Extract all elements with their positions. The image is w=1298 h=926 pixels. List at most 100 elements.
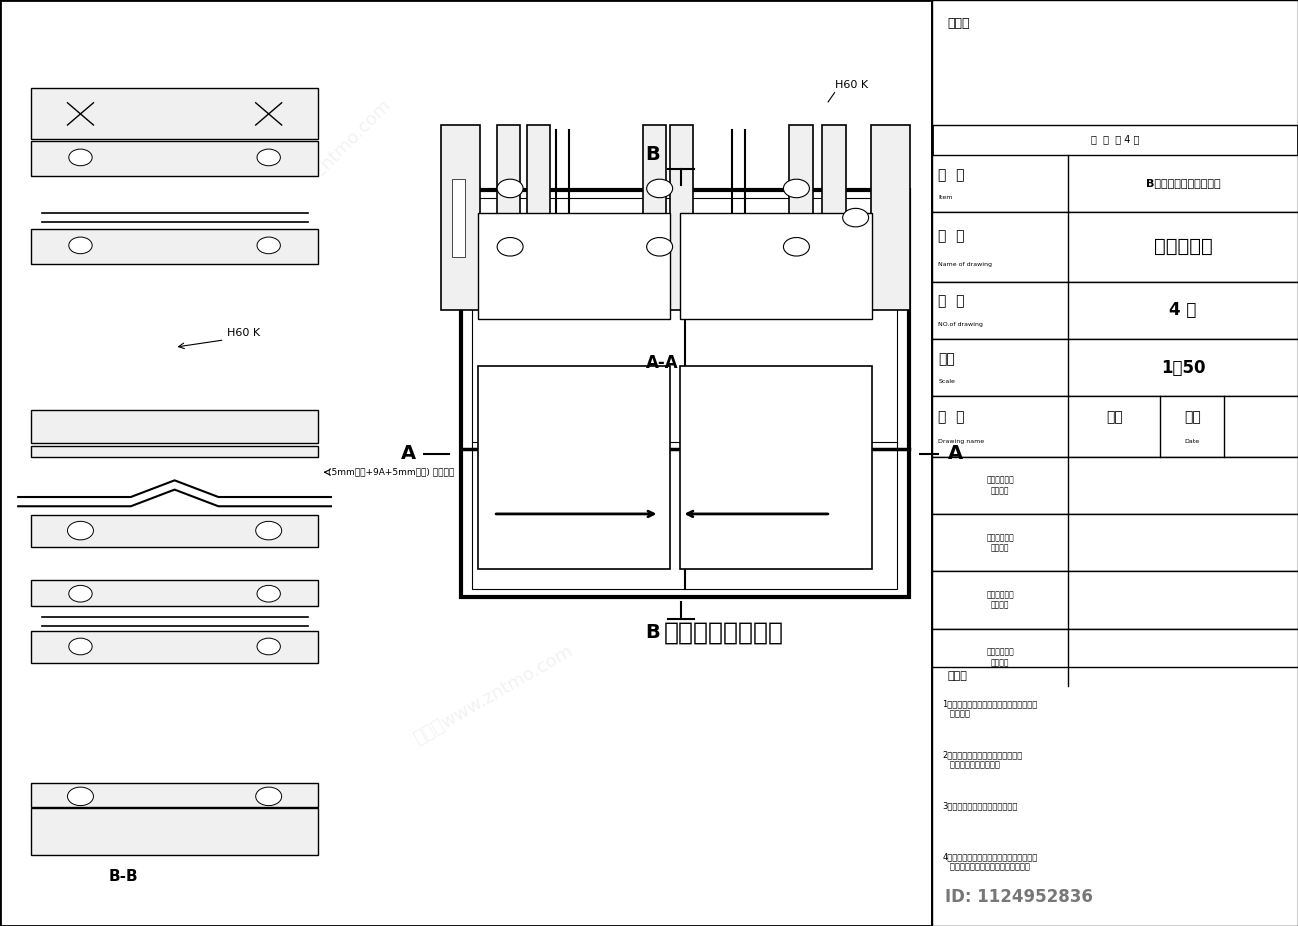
Text: Scale: Scale [938, 380, 955, 384]
Text: 共  页  第 4 页: 共 页 第 4 页 [1090, 134, 1140, 144]
Text: 敬告：: 敬告： [948, 671, 967, 682]
Bar [932, 212, 1298, 282]
Bar [932, 457, 1298, 514]
Text: A: A [401, 444, 417, 463]
Circle shape [784, 237, 810, 256]
Circle shape [69, 237, 92, 254]
Text: 4 号: 4 号 [1169, 301, 1197, 319]
Bar [932, 282, 1298, 339]
Text: Name of drawing: Name of drawing [938, 262, 993, 267]
Text: Item: Item [938, 195, 953, 200]
Text: 4、本图之版权属重庆市永川区神宇门窗厂
   所有，未经本授权不得转让第三方。: 4、本图之版权属重庆市永川区神宇门窗厂 所有，未经本授权不得转让第三方。 [942, 852, 1037, 871]
Text: 图  别: 图 别 [938, 410, 964, 424]
Text: 1：50: 1：50 [1160, 358, 1206, 377]
Text: NO.of drawing: NO.of drawing [938, 322, 984, 327]
Circle shape [257, 638, 280, 655]
Bar [680, 213, 872, 319]
Text: 施工单位签字
（盖章）: 施工单位签字 （盖章） [986, 591, 1014, 609]
Text: 知天网www.zntmo.com: 知天网www.zntmo.com [254, 96, 395, 237]
Circle shape [646, 237, 672, 256]
Circle shape [256, 787, 282, 806]
Text: B-B: B-B [109, 869, 138, 883]
Text: 建施: 建施 [1106, 410, 1123, 424]
Bar [497, 125, 520, 310]
Bar [932, 0, 1298, 125]
Bar [31, 141, 318, 176]
Bar [439, 120, 912, 315]
Bar [871, 125, 910, 310]
Text: 备注：: 备注： [948, 17, 970, 30]
Bar [478, 213, 670, 319]
Circle shape [69, 585, 92, 602]
Circle shape [257, 237, 280, 254]
Text: A: A [948, 444, 963, 463]
Bar [29, 83, 321, 857]
Circle shape [69, 149, 92, 166]
Text: 上固推拉窗节点图: 上固推拉窗节点图 [663, 620, 784, 644]
Circle shape [646, 180, 672, 198]
Text: 图  号: 图 号 [938, 294, 964, 308]
Text: 比例: 比例 [938, 352, 955, 366]
Bar [31, 515, 318, 547]
Text: 门窗节点图: 门窗节点图 [1154, 237, 1212, 257]
Bar [441, 125, 480, 310]
Text: 监理单位签字
（盖章）: 监理单位签字 （盖章） [986, 533, 1014, 552]
Text: A-A: A-A [645, 354, 679, 371]
Bar [31, 229, 318, 264]
Text: 建设单位签字
（盖章）: 建设单位签字 （盖章） [986, 648, 1014, 667]
Bar [0, 0, 932, 926]
Text: H60 K: H60 K [835, 80, 868, 90]
Bar [789, 125, 813, 310]
Text: 3、须经上面高版才可下发版本。: 3、须经上面高版才可下发版本。 [942, 801, 1018, 810]
Bar [527, 125, 550, 310]
Bar [461, 190, 909, 597]
Bar [932, 155, 1298, 212]
Bar [823, 125, 846, 310]
Bar [680, 366, 872, 569]
Bar [932, 667, 1298, 926]
Text: Drawing name: Drawing name [938, 439, 985, 444]
Text: 知天网www.zntmo.com: 知天网www.zntmo.com [628, 213, 800, 306]
Bar [643, 125, 666, 310]
Circle shape [842, 208, 868, 227]
Text: 2、本套图必需签署批准并加盖公章
   方可付实施施工之用。: 2、本套图必需签署批准并加盖公章 方可付实施施工之用。 [942, 750, 1023, 770]
Text: Date: Date [1185, 439, 1199, 444]
Text: B: B [645, 623, 661, 642]
Bar [478, 366, 670, 569]
Text: B: B [645, 145, 661, 164]
Bar [31, 445, 318, 457]
Text: 项  目: 项 目 [938, 168, 964, 181]
Circle shape [497, 237, 523, 256]
Circle shape [256, 521, 282, 540]
Circle shape [67, 787, 93, 806]
Bar [452, 179, 465, 257]
Text: ID: 1124952836: ID: 1124952836 [945, 888, 1093, 906]
Bar [31, 631, 318, 663]
Text: (5mm透明+9A+5mm透明) 中空玻璃: (5mm透明+9A+5mm透明) 中空玻璃 [328, 468, 454, 477]
Bar [932, 339, 1298, 396]
Text: 1、本图尺寸以图上标注为准，不得以比例
   尺度量。: 1、本图尺寸以图上标注为准，不得以比例 尺度量。 [942, 699, 1037, 719]
Circle shape [784, 180, 810, 198]
Bar [31, 580, 318, 606]
Bar [932, 629, 1298, 686]
Text: 知天网www.zntmo.com: 知天网www.zntmo.com [116, 334, 222, 499]
Bar [932, 514, 1298, 571]
Circle shape [67, 521, 93, 540]
Text: 图  名: 图 名 [938, 230, 964, 244]
Circle shape [257, 149, 280, 166]
Circle shape [497, 180, 523, 198]
Circle shape [257, 585, 280, 602]
Bar [670, 125, 693, 310]
Bar [472, 198, 897, 589]
Bar [31, 808, 318, 855]
Bar [932, 396, 1298, 457]
Bar [31, 410, 318, 443]
Bar [932, 0, 1298, 926]
Text: 设计单位签字
（盖章）: 设计单位签字 （盖章） [986, 476, 1014, 494]
Text: 日期: 日期 [1184, 410, 1201, 424]
Text: 知天网www.zntmo.com: 知天网www.zntmo.com [410, 642, 576, 747]
Bar [31, 88, 318, 139]
Text: B栋综合楼塑钢门窗工程: B栋综合楼塑钢门窗工程 [1146, 179, 1220, 188]
Circle shape [69, 638, 92, 655]
Bar [31, 783, 318, 807]
